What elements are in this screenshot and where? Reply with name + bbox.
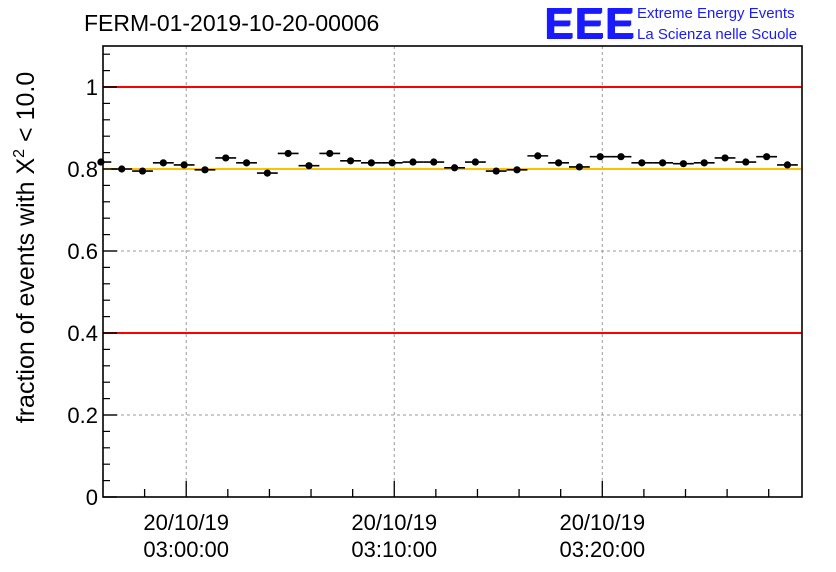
data-point	[610, 153, 632, 161]
eee-logo-mark: EEE	[544, 0, 636, 48]
logo-caption-line2: La Scienza nelle Scuole	[637, 26, 798, 43]
x-tick-label-time: 03:20:00	[559, 537, 645, 562]
data-point	[735, 158, 757, 166]
data-point	[340, 157, 361, 165]
y-tick-label: 0.8	[67, 157, 98, 182]
data-marker	[471, 158, 479, 166]
data-point	[589, 153, 611, 161]
data-marker	[305, 162, 313, 170]
data-point	[631, 159, 653, 167]
data-point	[152, 159, 174, 167]
data-point	[569, 163, 590, 171]
data-marker	[326, 149, 334, 158]
grid-lines	[103, 46, 802, 497]
data-marker	[346, 157, 355, 165]
data-marker	[783, 161, 792, 169]
data-point	[194, 166, 216, 174]
chart-title: FERM-01-2019-10-20-00006	[84, 10, 380, 36]
data-marker	[596, 153, 604, 161]
data-point	[464, 158, 486, 166]
plot-frame	[102, 45, 803, 498]
data-point	[173, 161, 195, 169]
data-marker	[492, 167, 500, 175]
data-marker	[554, 159, 563, 167]
data-point	[360, 159, 382, 167]
data-marker	[118, 165, 126, 173]
data-marker	[575, 163, 584, 171]
x-tick-label-time: 03:10:00	[351, 537, 437, 562]
data-marker	[617, 153, 625, 161]
logo-caption-line1: Extreme Energy Events	[637, 5, 795, 22]
data-point	[485, 167, 507, 175]
data-point	[132, 167, 153, 175]
y-axis-title: fraction of events with X2 < 10.0	[11, 72, 40, 423]
x-tick-label-date: 20/10/19	[559, 510, 645, 535]
x-tick-label-time: 03:00:00	[143, 537, 229, 562]
data-point	[693, 159, 715, 167]
data-marker	[138, 167, 147, 175]
data-marker	[700, 159, 708, 167]
data-marker	[763, 153, 771, 161]
data-point	[277, 149, 299, 158]
data-marker	[222, 154, 230, 162]
y-axis: 0 0.2 0.4 0.6 0.8 1	[67, 53, 117, 510]
data-marker	[638, 159, 646, 167]
data-point	[444, 164, 465, 172]
data-point	[256, 169, 278, 177]
x-tick-label-date: 20/10/19	[143, 510, 229, 535]
data-marker	[659, 159, 667, 167]
data-marker	[742, 158, 750, 166]
data-point	[319, 149, 341, 158]
data-point	[652, 159, 674, 167]
x-tick-label-date: 20/10/19	[351, 510, 437, 535]
data-marker	[721, 154, 729, 162]
data-point	[236, 159, 257, 167]
data-point	[527, 152, 549, 160]
data-point	[548, 159, 569, 167]
data-point	[673, 160, 694, 168]
y-tick-label: 0	[86, 485, 98, 510]
data-marker	[201, 166, 209, 174]
data-point	[506, 166, 528, 174]
data-marker	[367, 159, 375, 167]
data-marker	[430, 158, 438, 166]
data-marker	[513, 166, 521, 174]
data-marker	[409, 158, 417, 166]
data-marker	[388, 159, 396, 167]
data-marker	[242, 159, 251, 167]
data-point	[423, 158, 445, 166]
data-marker	[263, 169, 271, 177]
data-point	[402, 158, 424, 166]
data-point	[777, 161, 798, 169]
data-point	[97, 158, 112, 166]
data-marker	[284, 149, 292, 158]
data-marker	[450, 164, 459, 172]
y-tick-label: 1	[86, 75, 98, 100]
data-point	[215, 154, 237, 162]
data-point	[298, 162, 320, 170]
data-point	[756, 153, 778, 161]
data-point	[714, 154, 736, 162]
data-marker	[180, 161, 188, 169]
data-marker	[159, 159, 167, 167]
y-tick-label: 0.4	[67, 321, 98, 346]
x-axis: 20/10/1903:00:0020/10/1903:10:0020/10/19…	[143, 481, 770, 562]
data-marker	[534, 152, 542, 160]
data-series	[97, 149, 798, 177]
y-tick-label: 0.6	[67, 239, 98, 264]
y-tick-label: 0.2	[67, 403, 98, 428]
data-point	[381, 159, 403, 167]
data-marker	[679, 160, 688, 168]
